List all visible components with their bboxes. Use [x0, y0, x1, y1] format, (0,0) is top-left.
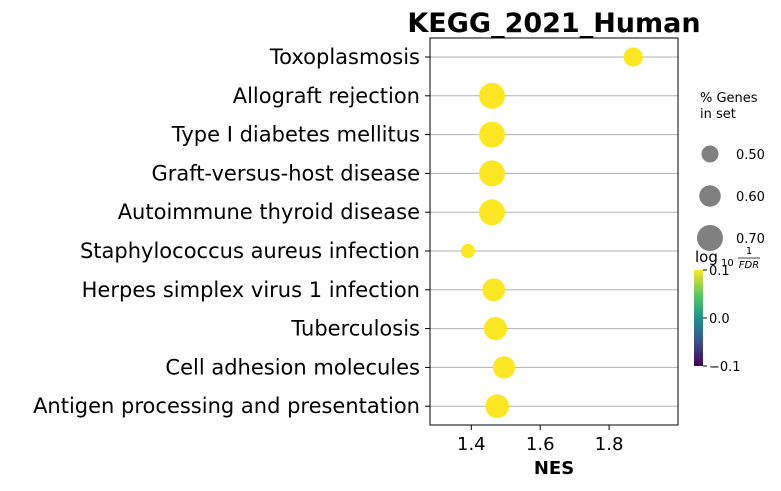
colorbar-ticks: 0.1 0.0 −0.1: [703, 264, 741, 375]
data-point: [483, 316, 508, 341]
category-label: Graft-versus-host disease: [151, 161, 420, 185]
data-point: [479, 199, 505, 226]
category-label: Staphylococcus aureus infection: [80, 239, 420, 263]
data-point: [479, 121, 505, 148]
size-legend-marker: [697, 225, 723, 251]
x-tick-label: 1.4: [457, 434, 486, 455]
size-legend: % Genes in set 0.50 0.60 0.70: [697, 91, 765, 251]
category-label: Autoimmune thyroid disease: [118, 200, 420, 224]
x-axis-label: NES: [534, 458, 574, 479]
plot-frame: [429, 37, 679, 426]
data-point: [460, 243, 476, 259]
x-tick-label: 1.8: [595, 434, 624, 455]
x-axis-ticks: 1.4 1.6 1.8: [457, 425, 623, 455]
x-tick-label: 1.6: [526, 434, 555, 455]
colorbar-tick-label: 0.1: [709, 264, 730, 279]
data-point: [492, 356, 516, 379]
data-points: [460, 47, 643, 419]
grid-lines: [430, 56, 678, 407]
size-legend-title-line2: in set: [700, 107, 736, 122]
size-legend-title-line1: % Genes: [700, 91, 758, 106]
size-legend-label: 0.60: [736, 190, 765, 205]
data-point: [482, 278, 506, 302]
category-labels: Toxoplasmosis Allograft rejection Type I d…: [33, 45, 430, 418]
size-legend-entries: 0.50 0.60 0.70: [697, 145, 765, 251]
category-label: Tuberculosis: [290, 317, 420, 341]
category-label: Type I diabetes mellitus: [171, 123, 420, 147]
category-label: Toxoplasmosis: [269, 45, 420, 69]
category-label: Allograft rejection: [233, 84, 420, 108]
size-legend-label: 0.50: [736, 148, 765, 163]
data-point: [623, 47, 643, 67]
category-label: Antigen processing and presentation: [33, 394, 420, 418]
category-label: Cell adhesion molecules: [165, 355, 420, 379]
colorbar-title-den: FDR: [739, 260, 759, 271]
colorbar-gradient: [694, 270, 703, 366]
category-label: Herpes simplex virus 1 infection: [82, 278, 420, 302]
size-legend-marker: [699, 185, 721, 207]
data-point: [479, 160, 505, 187]
data-point: [479, 82, 505, 109]
size-legend-marker: [701, 145, 719, 163]
colorbar: log 10 1 FDR 0.1 0.0 −0.1: [694, 246, 760, 375]
data-point: [485, 394, 510, 419]
size-legend-label: 0.70: [736, 232, 765, 247]
colorbar-title-log: log: [695, 248, 718, 266]
colorbar-tick-label: −0.1: [709, 360, 741, 375]
colorbar-title-num: 1: [746, 246, 752, 257]
colorbar-tick-label: 0.0: [709, 312, 730, 327]
colorbar-title-sub: 10: [721, 258, 734, 269]
chart-title: KEGG_2021_Human: [407, 8, 700, 39]
